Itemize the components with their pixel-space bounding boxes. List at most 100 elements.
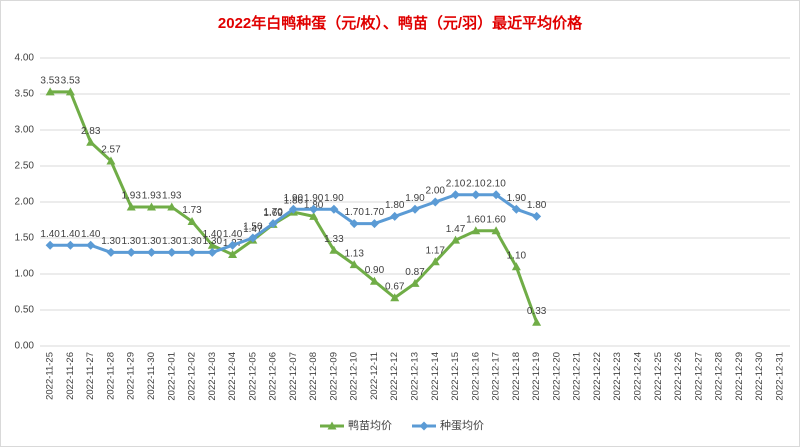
point-marker [532, 211, 542, 221]
x-tick-label: 2022-11-29 [126, 352, 137, 400]
point-marker [511, 204, 521, 214]
point-marker [288, 204, 298, 214]
point-marker [410, 204, 420, 214]
y-tick-label: 0.50 [15, 305, 35, 316]
x-tick-label: 2022-12-14 [430, 352, 441, 401]
legend-label: 鸭苗均价 [348, 419, 392, 432]
legend-marker [419, 421, 429, 431]
point-marker [126, 247, 136, 257]
x-tick-label: 2022-11-25 [45, 352, 56, 400]
x-tick-label: 2022-12-03 [207, 352, 218, 401]
point-marker [86, 137, 96, 146]
data-label: 1.90 [304, 193, 324, 204]
point-marker [471, 190, 481, 200]
data-label: 1.13 [344, 248, 364, 259]
point-marker [309, 204, 319, 214]
point-marker [329, 245, 339, 254]
point-marker [511, 262, 521, 271]
legend-label: 种蛋均价 [440, 418, 484, 432]
x-tick-label: 2022-12-08 [308, 352, 319, 401]
y-tick-label: 2.00 [15, 197, 35, 208]
point-marker [369, 276, 379, 285]
data-label: 2.83 [81, 126, 101, 137]
data-label: 1.80 [527, 200, 547, 211]
y-tick-label: 3.00 [15, 125, 35, 136]
x-tick-label: 2022-12-18 [511, 352, 522, 401]
data-label: 1.80 [385, 200, 405, 211]
point-marker [207, 240, 217, 249]
x-tick-label: 2022-12-17 [491, 352, 502, 401]
x-tick-label: 2022-12-16 [470, 352, 481, 401]
data-label: 2.10 [446, 178, 466, 189]
data-label: 1.47 [446, 224, 466, 235]
point-marker [248, 233, 258, 243]
point-marker [207, 247, 217, 257]
point-marker [451, 235, 461, 244]
data-label: 1.60 [486, 214, 506, 225]
data-label: 1.70 [263, 207, 283, 218]
x-tick-label: 2022-12-27 [693, 352, 704, 401]
point-marker [146, 202, 156, 211]
data-label: 1.30 [101, 236, 121, 247]
y-tick-label: 2.50 [15, 161, 35, 172]
y-tick-label: 4.00 [15, 53, 35, 64]
data-label: 0.87 [405, 267, 425, 278]
data-label: 0.67 [385, 281, 405, 292]
y-tick-label: 1.50 [15, 233, 35, 244]
data-label: 1.40 [81, 229, 101, 240]
data-label: 1.90 [324, 193, 344, 204]
data-label: 1.50 [243, 222, 263, 233]
x-tick-label: 2022-12-06 [268, 352, 279, 401]
x-tick-label: 2022-12-15 [450, 352, 461, 401]
data-label: 1.93 [121, 191, 141, 202]
data-label: 1.90 [405, 193, 425, 204]
x-tick-label: 2022-12-12 [389, 352, 400, 401]
point-marker [410, 278, 420, 287]
x-tick-label: 2022-12-23 [612, 352, 623, 401]
data-label: 2.57 [101, 145, 121, 156]
point-marker [126, 202, 136, 211]
data-label: 1.70 [365, 207, 385, 218]
x-tick-label: 2022-12-26 [673, 352, 684, 401]
data-label: 1.30 [121, 236, 141, 247]
data-label: 1.10 [507, 250, 527, 261]
x-tick-label: 2022-11-27 [85, 352, 96, 400]
chart-title: 2022年白鸭种蛋（元/枚）、鸭苗（元/羽）最近平均价格 [218, 14, 583, 32]
x-tick-label: 2022-12-13 [410, 352, 421, 401]
point-marker [329, 204, 339, 214]
x-tick-label: 2022-12-30 [754, 352, 765, 401]
data-label: 1.73 [182, 205, 202, 216]
x-tick-label: 2022-12-04 [227, 352, 238, 401]
point-marker [86, 240, 96, 250]
point-marker [349, 219, 359, 229]
point-marker [430, 257, 440, 266]
x-tick-label: 2022-12-01 [166, 352, 177, 401]
data-label: 1.30 [142, 236, 162, 247]
data-label: 1.93 [162, 191, 182, 202]
x-tick-label: 2022-12-21 [572, 352, 583, 401]
x-tick-label: 2022-11-28 [105, 352, 116, 400]
point-marker [390, 211, 400, 221]
point-marker [451, 190, 461, 200]
x-tick-label: 2022-12-25 [653, 352, 664, 401]
point-marker [532, 317, 542, 326]
point-marker [167, 247, 177, 257]
point-marker [106, 156, 116, 165]
point-marker [187, 247, 197, 257]
data-label: 1.17 [426, 245, 446, 256]
x-tick-label: 2022-11-26 [65, 352, 76, 400]
data-label: 1.40 [61, 229, 81, 240]
point-marker [167, 202, 177, 211]
data-label: 1.70 [344, 207, 364, 218]
x-tick-label: 2022-12-19 [531, 352, 542, 401]
data-label: 1.30 [203, 236, 223, 247]
point-marker [430, 197, 440, 207]
x-tick-label: 2022-12-10 [349, 352, 360, 401]
y-tick-label: 1.00 [15, 269, 35, 280]
data-label: 1.69 [263, 208, 283, 219]
point-marker [106, 247, 116, 257]
data-label: 3.53 [61, 75, 81, 86]
point-marker [390, 293, 400, 302]
x-tick-label: 2022-12-31 [774, 352, 785, 401]
point-marker [369, 219, 379, 229]
